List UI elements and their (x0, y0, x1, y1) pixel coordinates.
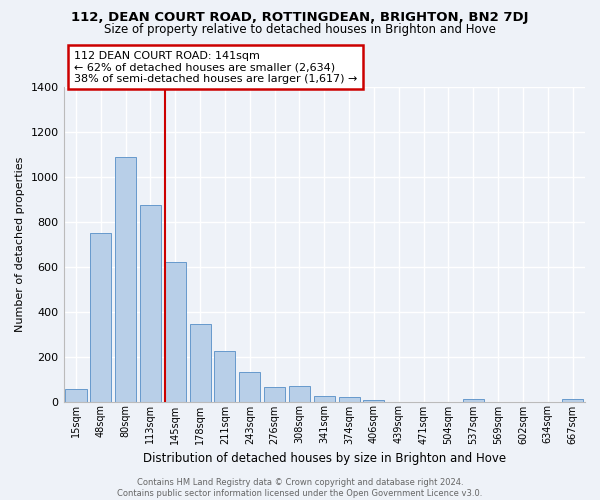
Bar (463, 398, 484, 402)
Bar (165, 262, 186, 402)
X-axis label: Distribution of detached houses by size in Brighton and Hove: Distribution of detached houses by size … (143, 452, 506, 465)
Bar (90, 233, 112, 402)
Bar (264, 387, 285, 402)
Bar (314, 396, 335, 402)
Y-axis label: Number of detached properties: Number of detached properties (15, 156, 25, 332)
Bar (289, 386, 310, 402)
Bar (239, 372, 260, 402)
Bar (115, 156, 136, 402)
Bar (65, 389, 86, 402)
Bar (338, 397, 359, 402)
Bar (562, 398, 583, 402)
Bar (214, 351, 235, 402)
Text: 112 DEAN COURT ROAD: 141sqm
← 62% of detached houses are smaller (2,634)
38% of : 112 DEAN COURT ROAD: 141sqm ← 62% of det… (74, 50, 358, 84)
Bar (364, 400, 385, 402)
Bar (190, 324, 211, 402)
Text: 112, DEAN COURT ROAD, ROTTINGDEAN, BRIGHTON, BN2 7DJ: 112, DEAN COURT ROAD, ROTTINGDEAN, BRIGH… (71, 11, 529, 24)
Bar (140, 205, 161, 402)
Text: Size of property relative to detached houses in Brighton and Hove: Size of property relative to detached ho… (104, 22, 496, 36)
Text: Contains HM Land Registry data © Crown copyright and database right 2024.
Contai: Contains HM Land Registry data © Crown c… (118, 478, 482, 498)
